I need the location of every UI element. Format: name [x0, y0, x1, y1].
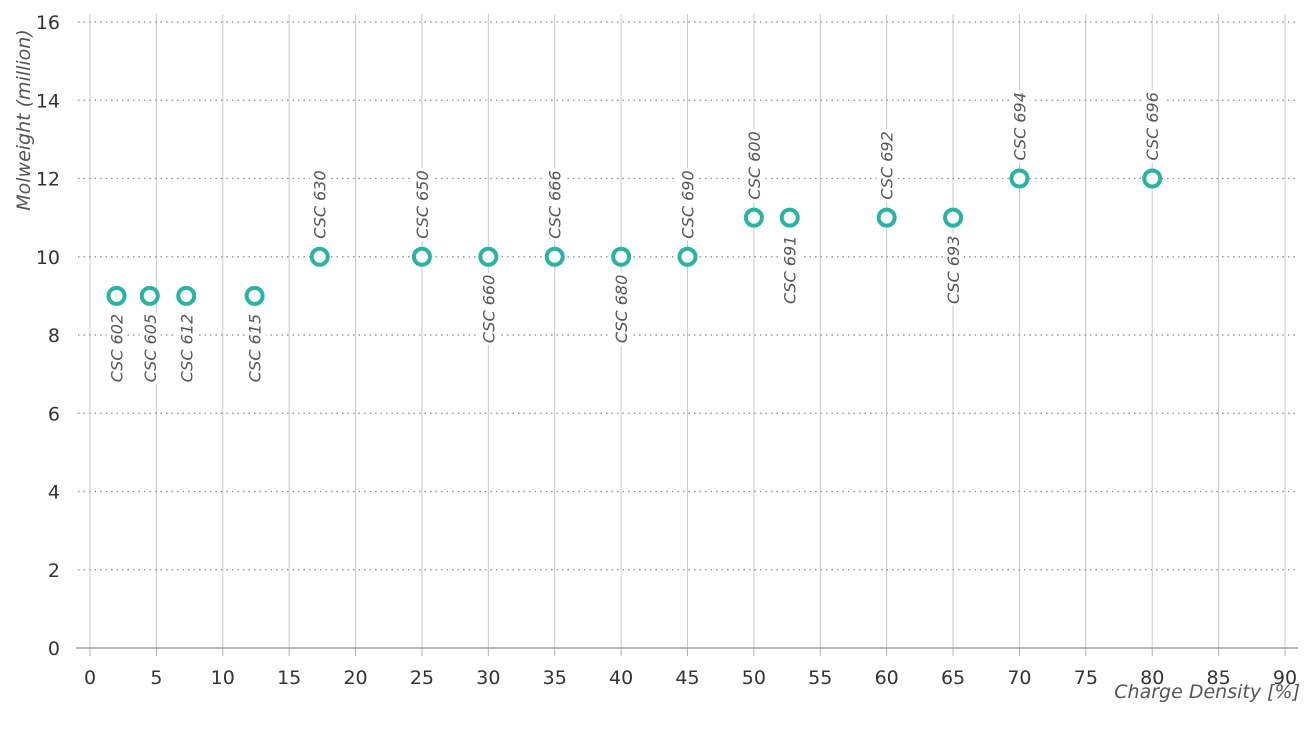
point-label: CSC 630 — [311, 170, 330, 238]
data-point — [478, 246, 499, 267]
y-tick-label: 10 — [36, 247, 60, 269]
data-point — [106, 285, 127, 306]
point-label-background — [677, 168, 699, 241]
data-point — [411, 246, 432, 267]
point-label-background — [411, 168, 433, 241]
point-label: CSC 694 — [1010, 92, 1029, 160]
x-tick-label: 30 — [476, 667, 500, 689]
point-labels: CSC 602 CSC 605 CSC 612 CSC 615 CSC 630 CSC 6… — [106, 90, 1164, 385]
x-tick-labels: 0 5 10 15 20 25 30 35 40 45 50 55 60 65 70 75 80 85 90 — [84, 667, 1297, 689]
point-label-background — [139, 311, 161, 385]
point-label-background — [743, 129, 765, 202]
x-tick-label: 55 — [808, 667, 832, 689]
x-tick-label: 40 — [609, 667, 633, 689]
y-tick-label: 0 — [48, 638, 60, 660]
point-label: CSC 660 — [479, 275, 498, 343]
point-label: CSC 650 — [413, 170, 432, 238]
point-label-background — [544, 168, 566, 241]
x-tick-label: 50 — [742, 667, 766, 689]
x-tick-label: 25 — [410, 667, 434, 689]
point-label: CSC 666 — [546, 170, 565, 238]
data-point — [677, 246, 698, 267]
x-tick-label: 15 — [277, 667, 301, 689]
data-point — [176, 285, 197, 306]
x-tick-label: 65 — [941, 667, 965, 689]
data-point — [309, 246, 330, 267]
y-tick-label: 6 — [48, 403, 60, 425]
data-point — [1009, 168, 1030, 189]
y-tick-label: 4 — [48, 482, 60, 504]
data-point — [139, 285, 160, 306]
point-label: CSC 680 — [612, 275, 631, 343]
y-tick-label: 14 — [36, 90, 60, 112]
x-tick-label: 5 — [150, 667, 162, 689]
x-tick-label: 0 — [84, 667, 96, 689]
point-label-background — [1142, 90, 1164, 163]
x-tick-label: 20 — [343, 667, 367, 689]
point-label: CSC 696 — [1143, 92, 1162, 160]
point-label: CSC 692 — [878, 131, 897, 199]
x-tick-label: 10 — [211, 667, 235, 689]
y-axis-title: Molweight (million) — [13, 29, 35, 211]
point-label-background — [106, 311, 128, 385]
data-point — [244, 285, 265, 306]
y-tick-label: 16 — [36, 12, 60, 34]
point-label-background — [309, 168, 331, 241]
point-label: CSC 605 — [141, 314, 160, 382]
x-tick-label: 85 — [1207, 667, 1231, 689]
x-tick-label: 45 — [675, 667, 699, 689]
point-label: CSC 690 — [679, 170, 698, 238]
data-point — [743, 207, 764, 228]
point-label: CSC 600 — [745, 131, 764, 199]
point-label-background — [1009, 90, 1031, 163]
data-point — [779, 207, 800, 228]
x-axis-title: Charge Density [%] — [1114, 681, 1300, 703]
point-label: CSC 612 — [177, 314, 196, 382]
x-tick-label: 35 — [543, 667, 567, 689]
x-tick-label: 75 — [1074, 667, 1098, 689]
data-point — [611, 246, 632, 267]
x-tick-label: 60 — [875, 667, 899, 689]
x-tick-label: 80 — [1140, 667, 1164, 689]
data-point — [544, 246, 565, 267]
y-tick-labels: 0 2 4 6 8 10 12 14 16 — [36, 12, 60, 660]
y-tick-label: 8 — [48, 325, 60, 347]
point-label-background — [779, 233, 801, 307]
point-label-background — [244, 311, 266, 385]
y-tick-label: 12 — [36, 169, 60, 191]
data-point — [1142, 168, 1163, 189]
point-label-background — [943, 233, 965, 307]
point-label: CSC 691 — [781, 236, 800, 304]
point-label: CSC 693 — [944, 236, 963, 304]
data-points — [106, 168, 1163, 306]
point-label: CSC 602 — [108, 314, 127, 382]
point-label-background — [611, 272, 633, 346]
vertical-gridlines — [89, 14, 1286, 656]
point-label-background — [176, 311, 198, 385]
point-label: CSC 615 — [246, 314, 265, 382]
x-tick-label: 90 — [1273, 667, 1297, 689]
y-tick-label: 2 — [48, 560, 60, 582]
data-point — [943, 207, 964, 228]
point-label-background — [876, 129, 898, 202]
data-point — [876, 207, 897, 228]
x-tick-label: 70 — [1007, 667, 1031, 689]
point-label-background — [478, 272, 500, 346]
